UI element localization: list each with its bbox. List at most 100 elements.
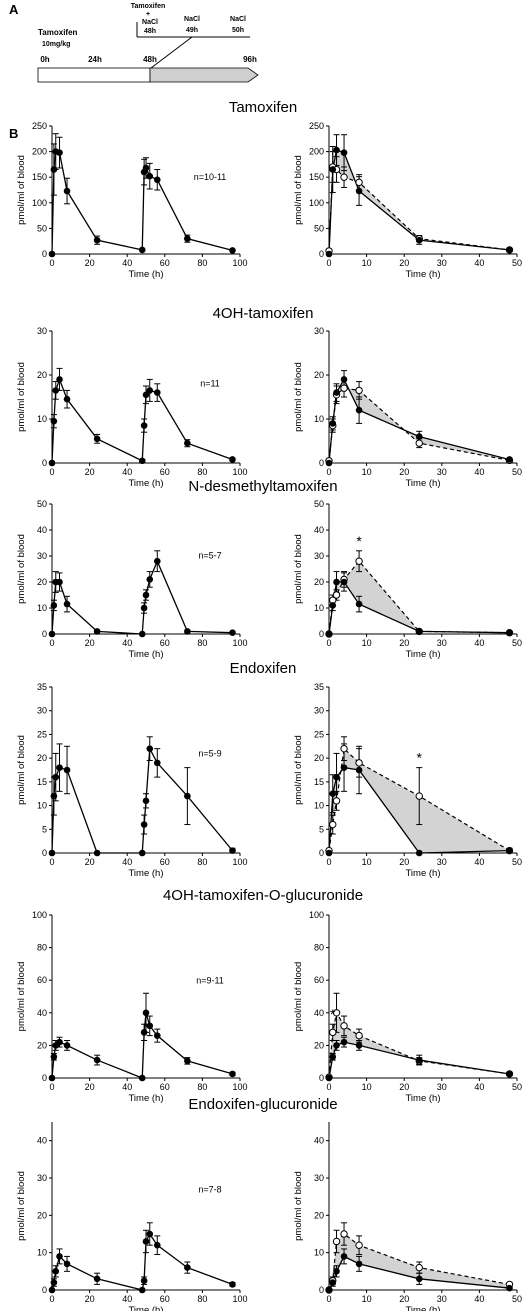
x-tick-label: 80: [197, 258, 207, 268]
y-tick-label: 100: [32, 910, 47, 920]
x-tick-label: 80: [197, 1082, 207, 1092]
data-point: [153, 1032, 161, 1039]
data-point: [138, 457, 146, 465]
series-line-mean: [51, 150, 233, 255]
y-tick-label: 15: [37, 777, 47, 787]
series-line-mean: [51, 377, 233, 464]
y-tick-label: 5: [42, 824, 47, 834]
x-tick-label: 10: [362, 638, 372, 648]
difference-shading: [329, 561, 510, 634]
y-tick-label: 40: [37, 525, 47, 535]
x-tick-label: 0: [326, 1082, 331, 1092]
x-tick-label: 0: [49, 258, 54, 268]
y-axis-label: pmol/ml of blood: [16, 1171, 27, 1241]
x-tick-label: 20: [85, 1082, 95, 1092]
data-point-open: [332, 1009, 341, 1017]
data-point-filled: [506, 847, 513, 854]
data-point: [146, 745, 154, 752]
data-point: [140, 604, 148, 612]
n-label: n=9-11: [196, 975, 224, 985]
data-point: [146, 576, 154, 583]
nacl-label-1: NaCl: [142, 19, 158, 26]
y-axis-label: pmol/ml of blood: [16, 735, 27, 805]
nacl-time-1: 48h: [144, 28, 156, 35]
data-point: [153, 557, 161, 565]
x-axis-label: Time (h): [128, 868, 163, 879]
y-tick-label: 0: [42, 1285, 47, 1295]
panel-b-label: B: [9, 126, 18, 141]
data-point: [146, 387, 154, 394]
data-point-filled: [506, 246, 513, 254]
y-axis-label: pmol/ml of blood: [293, 155, 304, 225]
y-tick-label: 200: [32, 147, 47, 157]
y-tick-label: 0: [42, 629, 47, 639]
x-tick-label: 40: [122, 1082, 132, 1092]
x-tick-label: 10: [362, 857, 372, 867]
y-tick-label: 10: [314, 414, 324, 424]
y-tick-label: 0: [319, 249, 324, 259]
data-point-filled: [329, 166, 337, 173]
y-tick-label: 200: [309, 147, 324, 157]
y-tick-label: 80: [37, 943, 47, 953]
y-tick-label: 40: [314, 525, 324, 535]
data-point-filled: [340, 1038, 348, 1046]
data-point-open: [355, 557, 363, 565]
data-point: [63, 766, 71, 774]
x-axis-label: Time (h): [128, 1093, 163, 1104]
y-tick-label: 20: [37, 1210, 47, 1220]
y-tick-label: 30: [314, 326, 324, 336]
timeline-tick-96h: 96h: [243, 55, 257, 64]
series-line-mean: [51, 1012, 233, 1079]
right-plot: 0 10 20 30 40 0 10 20 30 40 50 Time (h) pmol/ml of b…: [293, 1122, 522, 1311]
x-tick-label: 0: [49, 467, 54, 477]
x-tick-label: 0: [326, 258, 331, 268]
data-point-open: [340, 173, 348, 181]
chart-group-3: N-desmethyltamoxifen 0 10 20 30 40 50 0 20 40 60 80…: [16, 478, 522, 660]
data-point: [93, 1056, 101, 1064]
x-axis-label: Time (h): [128, 1305, 163, 1311]
timeline-dose-label: 10mg/kg: [42, 41, 70, 48]
x-axis-label: Time (h): [405, 1093, 440, 1104]
x-tick-label: 10: [362, 1082, 372, 1092]
x-tick-label: 40: [122, 1294, 132, 1304]
data-point-filled: [415, 433, 423, 440]
chart-title: Endoxifen: [230, 660, 297, 677]
data-point: [229, 456, 236, 463]
left-plot: 0 10 20 30 0 20 40 60 80 100 Time (h) pmol/ml of bl…: [16, 326, 248, 489]
data-point-filled: [333, 146, 340, 154]
y-tick-label: 20: [37, 577, 47, 587]
y-tick-label: 80: [314, 943, 324, 953]
x-tick-label: 40: [474, 1082, 484, 1092]
x-tick-label: 10: [362, 467, 372, 477]
y-tick-label: 5: [319, 824, 324, 834]
y-tick-label: 0: [42, 458, 47, 468]
y-tick-label: 100: [32, 198, 47, 208]
data-point: [184, 628, 191, 635]
y-tick-label: 20: [314, 1210, 324, 1220]
x-tick-label: 20: [85, 857, 95, 867]
x-axis-label: Time (h): [405, 478, 440, 489]
x-tick-label: 20: [399, 258, 409, 268]
data-point-filled: [340, 1253, 348, 1260]
data-point-filled: [325, 630, 333, 638]
data-point: [146, 1022, 154, 1030]
chart-title: Tamoxifen: [229, 99, 297, 116]
y-tick-label: 10: [37, 801, 47, 811]
data-point-filled: [329, 790, 337, 798]
x-tick-label: 0: [326, 1294, 331, 1304]
x-tick-label: 0: [49, 638, 54, 648]
x-tick-label: 100: [232, 1294, 247, 1304]
data-point: [63, 1042, 71, 1049]
data-point: [48, 630, 56, 638]
x-tick-label: 20: [399, 857, 409, 867]
x-axis-label: Time (h): [128, 649, 163, 660]
data-point: [138, 1074, 146, 1082]
n-label: n=11: [200, 378, 220, 388]
series-line-mean: [51, 746, 233, 854]
y-tick-label: 30: [314, 706, 324, 716]
x-tick-label: 10: [362, 1294, 372, 1304]
data-point-filled: [355, 600, 363, 608]
y-tick-label: 60: [37, 975, 47, 985]
data-point-filled: [355, 187, 363, 195]
